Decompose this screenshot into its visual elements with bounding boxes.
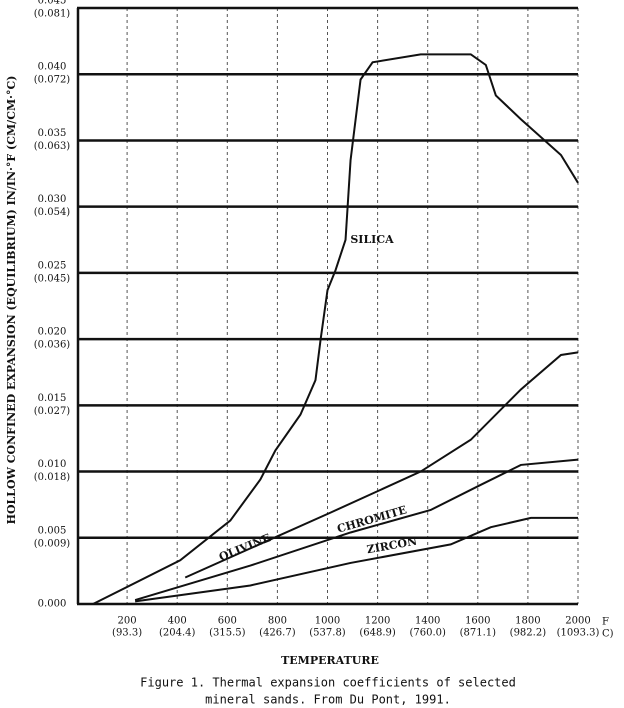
x-tick-label: 1200 bbox=[365, 616, 390, 627]
y-axis-title: HOLLOW CONFINED EXPANSION (EQUILIBRIUM) … bbox=[5, 76, 18, 525]
x-tick-label-metric: (760.0) bbox=[409, 628, 446, 639]
y-tick-label: 0.035 bbox=[38, 128, 67, 139]
y-tick-label: 0.025 bbox=[38, 260, 67, 271]
x-tick-label: 1600 bbox=[465, 616, 490, 627]
x-axis-title: TEMPERATURE bbox=[281, 654, 379, 667]
x-tick-label: 2000 bbox=[565, 616, 590, 627]
caption: mineral sands. From Du Pont, 1991. bbox=[205, 693, 451, 707]
x-tick-label-metric: (426.7) bbox=[259, 628, 296, 639]
x-tick-label: 800 bbox=[268, 616, 287, 627]
y-tick-label-metric: (0.018) bbox=[34, 472, 71, 483]
x-tick-label-metric: (982.2) bbox=[510, 628, 547, 639]
y-tick-label-metric: (0.036) bbox=[34, 340, 71, 351]
y-tick-label: 0.020 bbox=[38, 327, 67, 338]
y-tick-label-metric: (0.054) bbox=[34, 207, 71, 218]
y-tick-label: 0.015 bbox=[38, 393, 67, 404]
x-tick-label-metric: (315.5) bbox=[209, 628, 246, 639]
x-unit: F bbox=[602, 617, 609, 628]
y-tick-label-metric: (0.045) bbox=[34, 273, 71, 284]
series-line bbox=[134, 516, 578, 603]
series-line bbox=[134, 458, 579, 601]
x-tick-label-metric: (93.3) bbox=[112, 628, 142, 639]
y-tick-label-metric: (0.009) bbox=[34, 538, 71, 549]
y-tick-label: 0.040 bbox=[38, 62, 67, 73]
y-tick-label-metric: (0.072) bbox=[34, 75, 71, 86]
x-tick-label-metric: (204.4) bbox=[159, 628, 196, 639]
y-tick-label: 0.010 bbox=[38, 459, 67, 470]
series-label: SILICA bbox=[350, 233, 394, 246]
series-line bbox=[184, 351, 579, 579]
x-tick-label: 200 bbox=[118, 616, 137, 627]
y-tick-label: 0.000 bbox=[38, 599, 67, 610]
x-unit-metric: C) bbox=[602, 629, 614, 640]
y-tick-label: 0.030 bbox=[38, 194, 67, 205]
x-tick-label: 400 bbox=[168, 616, 187, 627]
caption: Figure 1. Thermal expansion coefficients… bbox=[140, 676, 516, 690]
x-tick-label: 1800 bbox=[515, 616, 540, 627]
x-tick-label-metric: (648.9) bbox=[359, 628, 396, 639]
y-tick-label-metric: (0.063) bbox=[34, 141, 71, 152]
x-tick-label-metric: (871.1) bbox=[460, 628, 497, 639]
series-label: OLIVINE bbox=[217, 531, 272, 564]
x-tick-label: 1000 bbox=[315, 616, 340, 627]
y-tick-label: 0.005 bbox=[38, 525, 67, 536]
y-tick-label-metric: (0.027) bbox=[34, 406, 71, 417]
y-tick-label-metric: (0.081) bbox=[34, 9, 71, 20]
x-tick-label: 1400 bbox=[415, 616, 440, 627]
x-tick-label-metric: (1093.3) bbox=[557, 628, 600, 639]
x-tick-label: 600 bbox=[218, 616, 237, 627]
series-line bbox=[92, 53, 579, 605]
x-tick-label-metric: (537.8) bbox=[309, 628, 346, 639]
y-tick-label: 0.045 bbox=[38, 0, 67, 7]
